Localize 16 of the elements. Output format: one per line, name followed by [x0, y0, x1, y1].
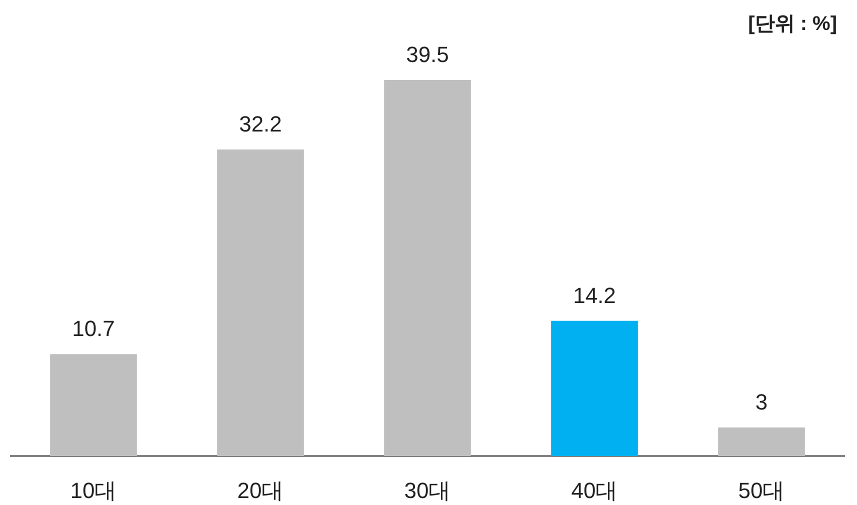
- x-tick-label: 50대: [738, 478, 785, 503]
- data-label: 3: [755, 389, 768, 414]
- x-tick-label: 10대: [70, 478, 117, 503]
- data-label: 14.2: [573, 282, 616, 308]
- data-label: 10.7: [72, 316, 115, 342]
- bar: [551, 320, 638, 456]
- x-tick-label: 20대: [237, 478, 284, 503]
- x-tick-label: 30대: [404, 478, 451, 503]
- data-label: 39.5: [406, 42, 449, 67]
- bar: [718, 427, 805, 456]
- data-label: 32.2: [239, 111, 282, 136]
- bar: [217, 149, 304, 456]
- x-tick-label: 40대: [571, 478, 618, 503]
- bar: [50, 354, 137, 456]
- text: [단위 : %]: [748, 13, 837, 35]
- bar: [384, 80, 471, 456]
